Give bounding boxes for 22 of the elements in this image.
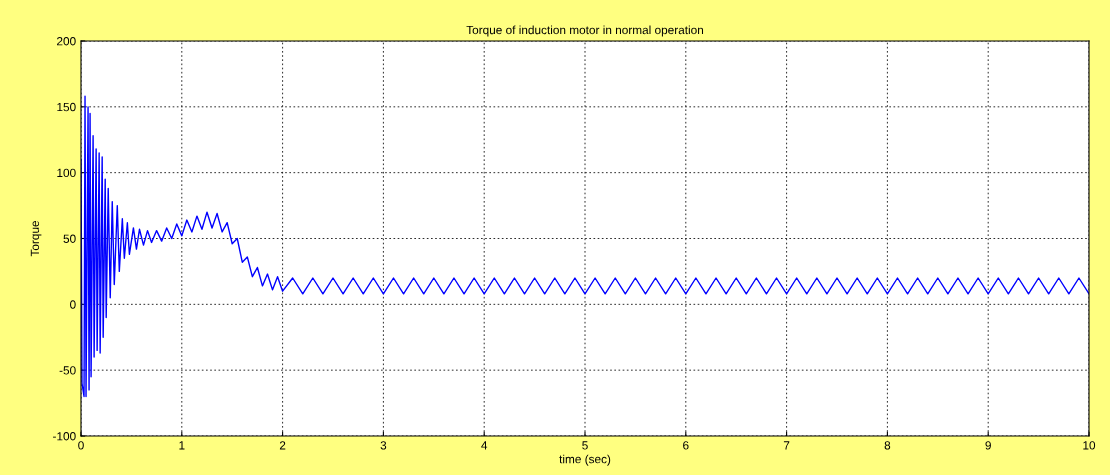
- y-tick-label: 200: [57, 37, 76, 46]
- x-tick-label: 2: [279, 441, 286, 450]
- y-tick-label: 150: [57, 102, 76, 112]
- y-tick-label: 100: [57, 168, 76, 178]
- x-tick-label: 0: [78, 441, 84, 450]
- x-tick-label: 4: [481, 441, 488, 450]
- x-tick-label: 10: [1083, 441, 1096, 450]
- x-tick-label: 6: [683, 441, 689, 450]
- x-tick-label: 1: [179, 441, 185, 450]
- y-axis-title: Torque: [30, 220, 42, 257]
- y-tick-label: 50: [63, 234, 76, 243]
- y-tick-label: -50: [59, 366, 76, 375]
- x-axis-title: time (sec): [559, 454, 611, 466]
- x-tick-label: 8: [884, 441, 891, 450]
- line-series: [81, 95, 1089, 398]
- x-tick-label: 7: [783, 441, 790, 450]
- x-tick-label: 5: [582, 441, 588, 450]
- chart-title: Torque of induction motor in normal operation: [466, 25, 704, 37]
- x-tick-label: 9: [985, 441, 991, 450]
- y-tick-label: -100: [53, 432, 76, 441]
- x-tick-label: 3: [380, 441, 387, 450]
- y-tick-label: 0: [70, 300, 76, 309]
